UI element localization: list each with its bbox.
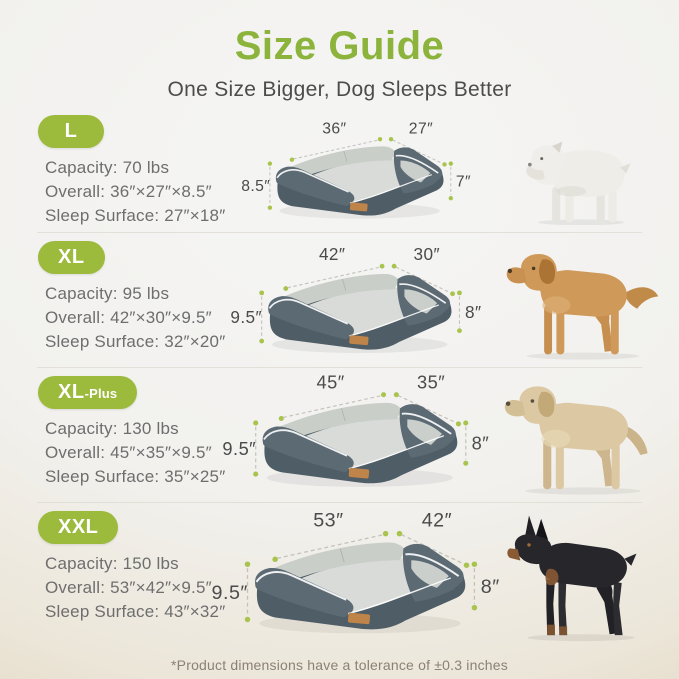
spec-sleep-surface: Sleep Surface: 35″×25″ — [45, 467, 226, 486]
dim-height-front-label: 8″ — [465, 301, 482, 321]
size-info-l: L Capacity: 70 lbs Overall: 36″×27″×8.5″… — [38, 115, 226, 228]
bed-diagram: 36″ 27″ 8.5″ 7″ — [208, 106, 508, 228]
bed-sofa-icon — [259, 263, 462, 352]
size-info-xxl: XXL Capacity: 150 lbs Overall: 53″×42″×9… — [38, 511, 226, 624]
spec-capacity: Capacity: 95 lbs — [45, 284, 170, 303]
white-bulldog-icon — [526, 141, 630, 225]
size-badge: XL — [38, 241, 105, 274]
dog-golden-retriever-image — [502, 242, 660, 361]
size-row-xl-plus: XL -Plus Capacity: 130 lbs Overall: 45″×3… — [0, 367, 679, 502]
dog-bed-illustration: 45″ 35″ 9.5″ 8″ — [222, 371, 490, 498]
spec-sleep-surface: Sleep Surface: 27″×18″ — [45, 206, 226, 225]
spec-sleep-surface: Sleep Surface: 43″×32″ — [45, 602, 226, 621]
size-row-xl: XL Capacity: 95 lbs Overall: 42″×30″×9.5… — [0, 232, 679, 367]
dim-length-label: 36″ — [322, 121, 346, 138]
page-subtitle: One Size Bigger, Dog Sleeps Better — [167, 78, 512, 101]
dog-photo-area — [485, 367, 677, 495]
badge-label: XL — [58, 381, 85, 403]
spec-overall: Overall: 42″×30″×9.5″ — [45, 308, 212, 327]
dog-bed-illustration: 53″ 42″ 9.5″ 8″ — [212, 510, 500, 645]
spec-list: Capacity: 70 lbs Overall: 36″×27″×8.5″ S… — [38, 156, 226, 228]
dim-height-back-label: 9.5″ — [222, 438, 256, 459]
dim-width-label: 35″ — [417, 371, 445, 392]
size-badge: L — [38, 115, 104, 148]
size-row-xxl: XXL Capacity: 150 lbs Overall: 53″×42″×9… — [0, 502, 679, 649]
size-info-xl: XL Capacity: 95 lbs Overall: 42″×30″×9.5… — [38, 241, 226, 354]
dim-height-front-label: 8″ — [472, 433, 490, 454]
dim-length-label: 45″ — [317, 371, 345, 392]
bed-sofa-icon — [245, 531, 477, 633]
tolerance-footnote: *Product dimensions have a tolerance of … — [171, 657, 508, 673]
page-title: Size Guide — [234, 24, 445, 68]
spec-capacity: Capacity: 70 lbs — [45, 158, 170, 177]
dog-bed-illustration: 42″ 30″ 9.5″ 8″ — [230, 244, 482, 363]
badge-label: XXL — [58, 516, 99, 538]
golden-retriever-icon — [507, 254, 659, 360]
dim-width-label: 42″ — [422, 510, 452, 532]
spec-list: Capacity: 130 lbs Overall: 45″×35″×9.5″ … — [38, 417, 226, 489]
header: Size Guide One Size Bigger, Dog Sleeps B… — [0, 0, 679, 106]
size-badge: XL -Plus — [38, 376, 138, 409]
dog-doberman-image — [503, 512, 659, 642]
dim-height-front-label: 7″ — [456, 173, 471, 190]
spec-sleep-surface: Sleep Surface: 32″×20″ — [45, 332, 226, 351]
dim-height-back-label: 9.5″ — [212, 582, 248, 604]
badge-label: L — [64, 120, 78, 142]
bed-diagram: 45″ 35″ 9.5″ 8″ — [208, 367, 508, 498]
dog-white-bulldog-image — [518, 129, 644, 225]
bed-diagram: 42″ 30″ 9.5″ 8″ — [208, 232, 508, 363]
spec-overall: Overall: 36″×27″×8.5″ — [45, 182, 212, 201]
dog-photo-area — [485, 106, 677, 225]
doberman-icon — [507, 515, 636, 641]
spec-overall: Overall: 45″×35″×9.5″ — [45, 443, 212, 462]
dim-width-label: 30″ — [414, 244, 441, 264]
yellow-labrador-icon — [505, 386, 648, 494]
dog-bed-illustration: 36″ 27″ 8.5″ 7″ — [241, 121, 471, 228]
dim-length-label: 53″ — [313, 510, 343, 532]
size-info-xl-plus: XL -Plus Capacity: 130 lbs Overall: 45″×3… — [38, 376, 226, 489]
spec-list: Capacity: 95 lbs Overall: 42″×30″×9.5″ S… — [38, 282, 226, 354]
badge-suffix: -Plus — [84, 386, 118, 401]
spec-overall: Overall: 53″×42″×9.5″ — [45, 578, 212, 597]
badge-label: XL — [58, 246, 85, 268]
dim-height-front-label: 8″ — [481, 576, 500, 598]
dog-photo-area — [485, 232, 677, 360]
dim-height-back-label: 9.5″ — [230, 307, 262, 327]
dim-length-label: 42″ — [319, 244, 346, 264]
bed-diagram: 53″ 42″ 9.5″ 8″ — [208, 502, 508, 645]
spec-list: Capacity: 150 lbs Overall: 53″×42″×9.5″ … — [38, 552, 226, 624]
spec-capacity: Capacity: 130 lbs — [45, 419, 179, 438]
size-badge: XXL — [38, 511, 119, 544]
dog-photo-area — [485, 502, 677, 642]
dim-height-back-label: 8.5″ — [241, 178, 270, 195]
dog-yellow-labrador-image — [500, 374, 662, 496]
spec-capacity: Capacity: 150 lbs — [45, 554, 179, 573]
bed-sofa-icon — [268, 137, 453, 219]
size-row-l: L Capacity: 70 lbs Overall: 36″×27″×8.5″… — [0, 106, 679, 232]
bed-sofa-icon — [253, 392, 468, 487]
dim-width-label: 27″ — [409, 121, 433, 138]
